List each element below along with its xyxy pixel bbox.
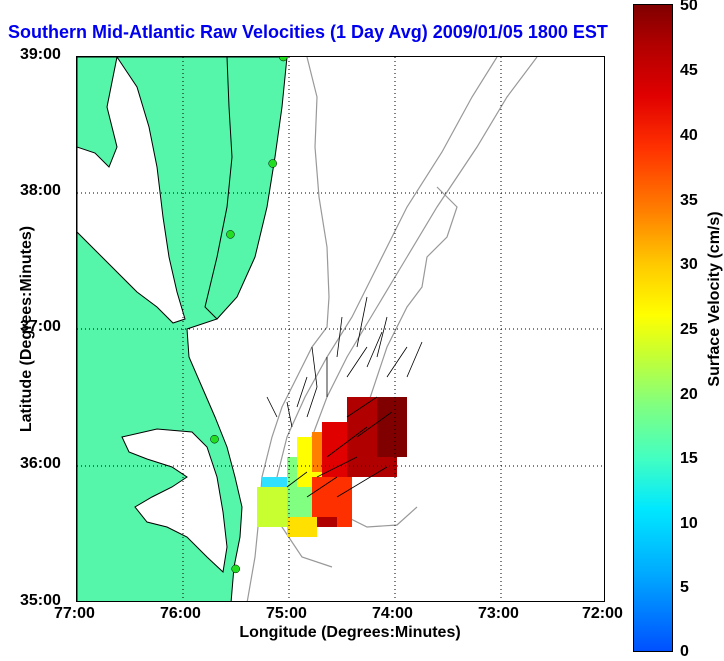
y-tick-label: 39:00 bbox=[20, 46, 61, 63]
y-tick-label: 38:00 bbox=[20, 182, 61, 199]
delmarva-peninsula bbox=[204, 57, 288, 320]
x-tick-label: 73:00 bbox=[478, 605, 519, 622]
colorbar-tick: 0 bbox=[680, 643, 689, 660]
colorbar-tick: 20 bbox=[680, 386, 698, 403]
x-tick-label: 76:00 bbox=[160, 605, 201, 622]
colorbar-tick: 45 bbox=[680, 62, 698, 79]
y-axis-title: Latitude (Degrees:Minutes) bbox=[18, 225, 35, 433]
colorbar-tick: 5 bbox=[680, 579, 689, 596]
velocity-cell bbox=[377, 397, 407, 457]
y-tick-label: 37:00 bbox=[20, 318, 61, 335]
map-title: Southern Mid-Atlantic Raw Velocities (1 … bbox=[8, 22, 608, 42]
y-tick-label: 36:00 bbox=[20, 455, 61, 472]
velocity-cell bbox=[317, 517, 337, 527]
grid-lines bbox=[77, 57, 604, 601]
radar-station-marker[interactable] bbox=[226, 230, 235, 239]
x-tick-label: 72:00 bbox=[582, 605, 623, 622]
pamlico-sound bbox=[121, 428, 228, 574]
velocity-cell bbox=[257, 487, 287, 527]
bathymetry-contour-4 bbox=[366, 186, 458, 408]
colorbar bbox=[633, 4, 673, 652]
x-tick-label: 74:00 bbox=[372, 605, 413, 622]
vector-lines bbox=[266, 296, 423, 498]
radar-station-marker[interactable] bbox=[231, 564, 240, 574]
velocity-vectors bbox=[266, 296, 423, 498]
velocity-field bbox=[257, 397, 407, 537]
station-layer bbox=[210, 57, 288, 574]
radar-station-marker[interactable] bbox=[210, 434, 219, 444]
map-plot-area[interactable] bbox=[76, 56, 605, 602]
colorbar-tick: 30 bbox=[680, 256, 698, 273]
colorbar-tick: 10 bbox=[680, 515, 698, 532]
velocity-cell bbox=[287, 517, 317, 537]
colorbar-tick: 25 bbox=[680, 321, 698, 338]
x-tick-label: 77:00 bbox=[54, 605, 95, 622]
x-tick-label: 75:00 bbox=[266, 605, 307, 622]
colorbar-tick: 15 bbox=[680, 450, 698, 467]
radar-station-marker[interactable] bbox=[268, 159, 277, 168]
radar-station-marker[interactable] bbox=[279, 57, 288, 62]
chesapeake-bay bbox=[77, 57, 186, 324]
y-tick-label: 35:00 bbox=[20, 592, 61, 609]
map-canvas bbox=[77, 57, 604, 601]
colorbar-tick: 35 bbox=[680, 192, 698, 209]
x-axis-title: Longitude (Degrees:Minutes) bbox=[239, 624, 461, 641]
colorbar-tick: 50 bbox=[680, 0, 698, 14]
colorbar-tick: 40 bbox=[680, 127, 698, 144]
colorbar-title: Surface Velocity (cm/s) bbox=[706, 211, 723, 387]
bathymetry-contour-1 bbox=[311, 57, 538, 528]
